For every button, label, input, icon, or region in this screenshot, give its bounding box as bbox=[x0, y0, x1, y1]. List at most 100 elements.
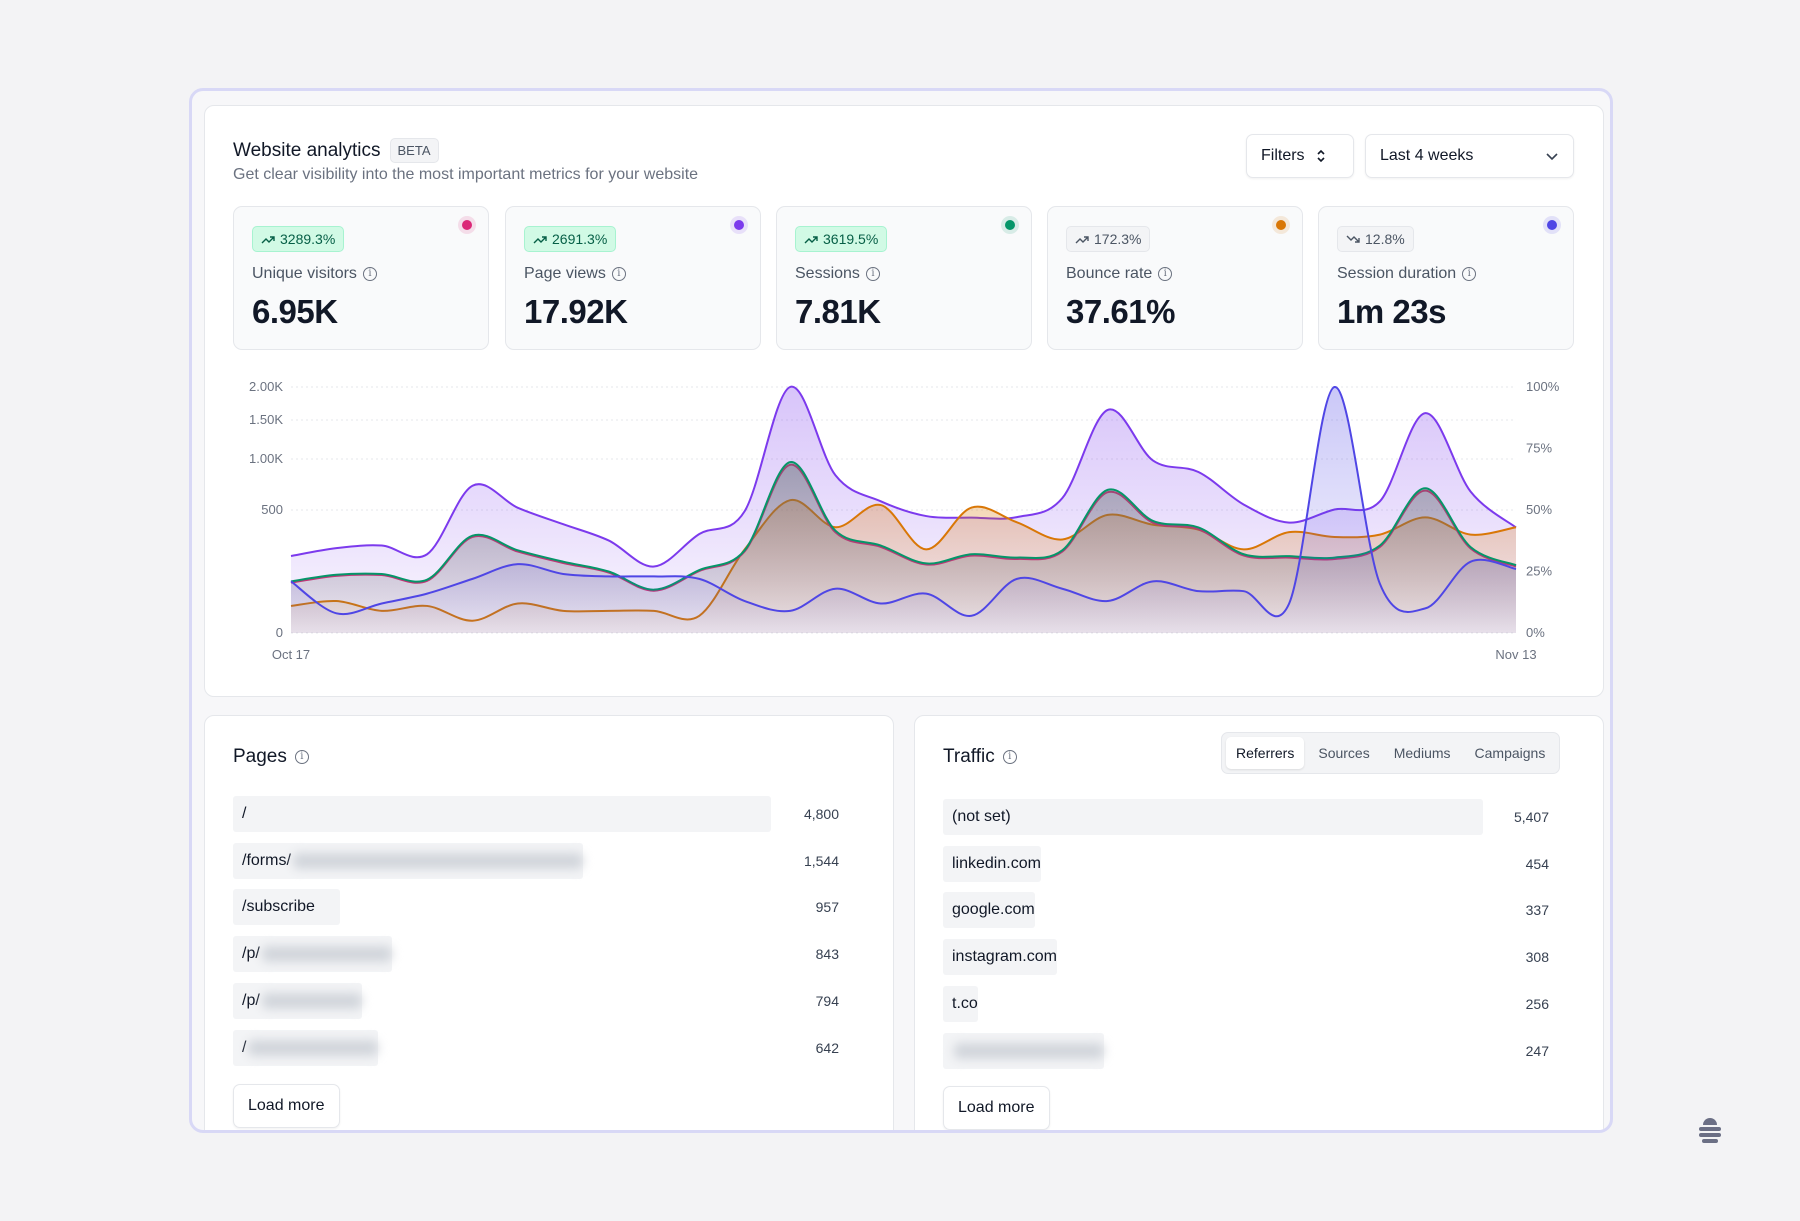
pages-card: Pages i / 4,800 /forms/ 1,544 /subscribe… bbox=[204, 715, 894, 1130]
metric-value: 37.61% bbox=[1066, 293, 1175, 330]
tab-mediums[interactable]: Mediums bbox=[1393, 745, 1451, 761]
title-text: Website analytics bbox=[233, 139, 381, 161]
metric-label: Page views i bbox=[524, 265, 626, 283]
list-item[interactable]: / 4,800 bbox=[233, 796, 867, 832]
list-item-bar: /forms/ bbox=[233, 842, 583, 879]
y-right-tick-label: 100% bbox=[1526, 379, 1560, 394]
list-item-value: 5,407 bbox=[1513, 809, 1549, 825]
trend-up-icon bbox=[1075, 235, 1089, 243]
list-item-value: 308 bbox=[1525, 949, 1549, 966]
dashboard-frame: Website analytics BETA Get clear visibil… bbox=[189, 88, 1613, 1133]
list-item[interactable]: instagram.com 308 bbox=[943, 939, 1577, 976]
info-icon[interactable]: i bbox=[1002, 750, 1017, 764]
list-item-label: / bbox=[242, 1038, 247, 1056]
metric-card[interactable]: 12.8% Session duration i 1m 23s bbox=[1318, 206, 1574, 350]
filters-label: Filters bbox=[1261, 147, 1305, 164]
redacted-text bbox=[954, 1042, 1104, 1059]
redacted-text bbox=[261, 992, 362, 1009]
list-item[interactable]: (not set) 5,407 bbox=[943, 799, 1577, 835]
list-item[interactable]: google.com 337 bbox=[943, 892, 1577, 929]
chevron-up-down-icon bbox=[1316, 149, 1325, 163]
traffic-card: Traffic i Referrers Sources Mediums Camp… bbox=[914, 715, 1604, 1130]
trend-up-icon bbox=[261, 235, 275, 243]
traffic-title: Traffic i bbox=[943, 746, 1017, 768]
redacted-text bbox=[292, 852, 583, 869]
date-range-select[interactable]: Last 4 weeks bbox=[1365, 134, 1574, 178]
metric-card[interactable]: 172.3% Bounce rate i 37.61% bbox=[1047, 206, 1303, 350]
list-item[interactable]: /subscribe 957 bbox=[233, 889, 867, 926]
list-item-value: 957 bbox=[815, 899, 839, 916]
list-item-label: (not set) bbox=[952, 808, 1011, 825]
metric-label: Bounce rate i bbox=[1066, 265, 1173, 283]
list-item[interactable]: /p/ 843 bbox=[233, 936, 867, 973]
metric-value: 1m 23s bbox=[1337, 293, 1446, 330]
traffic-tabs: Referrers Sources Mediums Campaigns bbox=[1221, 732, 1561, 774]
list-item-bar: google.com bbox=[943, 892, 1035, 929]
list-item-label: / bbox=[242, 805, 247, 822]
list-item[interactable]: t.co 256 bbox=[943, 985, 1577, 1022]
pages-load-more-button[interactable]: Load more bbox=[233, 1084, 340, 1128]
metric-label-text: Session duration bbox=[1337, 265, 1457, 282]
list-item-bar: t.co bbox=[943, 985, 978, 1022]
y-left-tick-label: 2.00K bbox=[249, 379, 283, 394]
change-badge: 172.3% bbox=[1066, 226, 1151, 252]
list-item-bar bbox=[943, 1032, 1104, 1069]
list-item-value: 843 bbox=[815, 946, 839, 963]
overview-card: Website analytics BETA Get clear visibil… bbox=[204, 105, 1604, 697]
list-item-value: 642 bbox=[815, 1039, 839, 1056]
list-item-value: 337 bbox=[1525, 902, 1549, 919]
analytics-chart: 0 500 1.00K 1.50K 2.00K 0% 25% 50% 75% 100% Oct 17… bbox=[249, 379, 1560, 662]
list-item-label: /subscribe bbox=[242, 898, 315, 916]
info-icon[interactable]: i bbox=[865, 267, 880, 281]
list-item-value: 256 bbox=[1525, 995, 1549, 1012]
page-title: Website analytics BETA bbox=[233, 138, 439, 163]
metric-label: Unique visitors i bbox=[252, 265, 377, 283]
metric-card[interactable]: 3289.3% Unique visitors i 6.95K bbox=[233, 206, 489, 350]
metric-value: 17.92K bbox=[524, 293, 628, 330]
info-icon[interactable]: i bbox=[1158, 267, 1173, 281]
list-item[interactable]: 247 bbox=[943, 1032, 1577, 1069]
series-color-dot bbox=[734, 220, 744, 230]
change-badge: 12.8% bbox=[1337, 226, 1414, 252]
list-item-bar: / bbox=[233, 796, 771, 832]
x-tick-label: Nov 13 bbox=[1495, 647, 1536, 662]
y-left-tick-label: 1.50K bbox=[249, 412, 283, 427]
tab-referrers[interactable]: Referrers bbox=[1226, 737, 1305, 769]
change-value: 2691.3% bbox=[552, 231, 608, 247]
series-color-dot bbox=[1547, 220, 1557, 230]
y-right-tick-label: 75% bbox=[1526, 441, 1552, 456]
redacted-text bbox=[261, 946, 392, 963]
list-item-label: linkedin.com bbox=[952, 854, 1041, 872]
list-item-bar: /subscribe bbox=[233, 889, 341, 926]
tab-campaigns[interactable]: Campaigns bbox=[1474, 745, 1546, 761]
list-item[interactable]: linkedin.com 454 bbox=[943, 845, 1577, 882]
change-value: 172.3% bbox=[1094, 231, 1142, 247]
traffic-title-text: Traffic bbox=[943, 746, 995, 767]
change-value: 12.8% bbox=[1365, 231, 1405, 247]
list-item-value: 794 bbox=[815, 992, 839, 1009]
traffic-load-more-button[interactable]: Load more bbox=[943, 1086, 1050, 1130]
list-item-label: /p/ bbox=[242, 945, 260, 963]
y-right-tick-label: 25% bbox=[1526, 564, 1552, 579]
metric-label: Sessions i bbox=[795, 265, 880, 283]
list-item[interactable]: / 642 bbox=[233, 1029, 867, 1066]
info-icon[interactable]: i bbox=[1462, 267, 1477, 281]
series-color-dot bbox=[1005, 220, 1015, 230]
list-item-bar: / bbox=[233, 1029, 379, 1066]
series-color-dot bbox=[1276, 220, 1286, 230]
trend-up-icon bbox=[533, 235, 547, 243]
info-icon[interactable]: i bbox=[611, 267, 626, 281]
info-icon[interactable]: i bbox=[294, 750, 309, 764]
list-item[interactable]: /p/ 794 bbox=[233, 982, 867, 1019]
metric-label-text: Sessions bbox=[795, 265, 860, 282]
x-tick-label: Oct 17 bbox=[272, 647, 310, 662]
metric-card[interactable]: 3619.5% Sessions i 7.81K bbox=[776, 206, 1032, 350]
list-item-label: instagram.com bbox=[952, 948, 1057, 966]
list-item-bar: (not set) bbox=[943, 799, 1483, 835]
list-item[interactable]: /forms/ 1,544 bbox=[233, 842, 867, 879]
metric-label-text: Bounce rate bbox=[1066, 265, 1153, 282]
tab-sources[interactable]: Sources bbox=[1318, 745, 1370, 761]
filters-button[interactable]: Filters bbox=[1246, 134, 1354, 178]
metric-card[interactable]: 2691.3% Page views i 17.92K bbox=[505, 206, 761, 350]
info-icon[interactable]: i bbox=[362, 267, 377, 281]
